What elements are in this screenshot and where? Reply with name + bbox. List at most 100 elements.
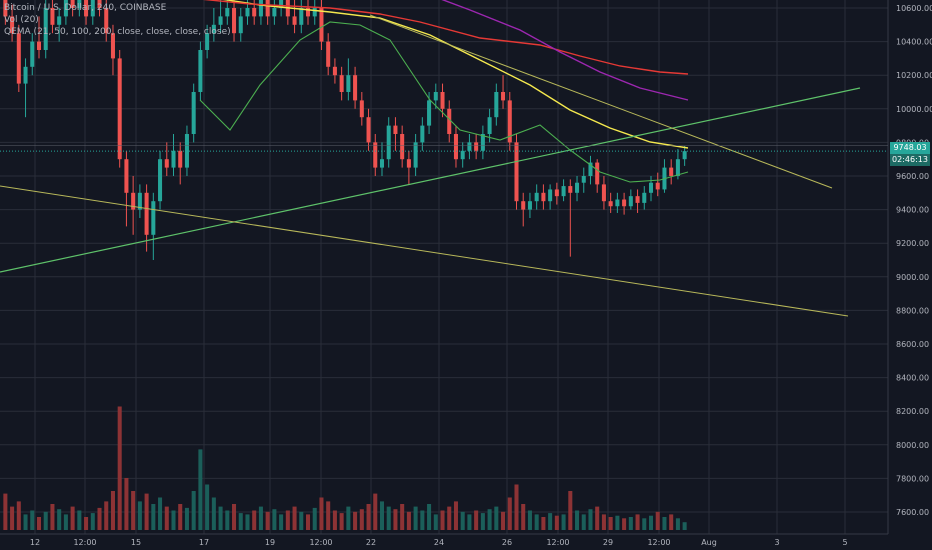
symbol-info[interactable]: Bitcoin / U.S. Dollar, 240, COINBASE — [4, 3, 167, 13]
volume-bar — [211, 497, 216, 530]
time-axis-label: 29 — [603, 538, 613, 547]
candle-body — [144, 192, 149, 235]
volume-bar — [77, 510, 82, 530]
price-axis-label: 8800.00 — [896, 306, 929, 315]
candle-body — [137, 192, 142, 210]
volume-bar — [339, 513, 344, 530]
volume-bar — [238, 513, 243, 530]
qema-indicator-label[interactable]: QEMA (21, 50, 100, 200, close, close, cl… — [4, 27, 231, 37]
volume-bar — [501, 511, 506, 530]
volume-bar — [232, 504, 237, 530]
candle-body — [494, 92, 499, 118]
time-axis-label: 12:00 — [647, 538, 670, 547]
volume-bar — [568, 491, 573, 530]
candle-body — [541, 192, 546, 202]
candle-body — [393, 125, 398, 134]
volume-bar — [420, 510, 425, 530]
candle-body — [406, 159, 411, 168]
candle-body — [131, 192, 136, 210]
candle-body — [386, 125, 391, 160]
candle-body — [440, 92, 445, 109]
candle-body — [77, 0, 82, 8]
candle-body — [171, 150, 176, 168]
volume-indicator-label[interactable]: Vol (20) — [4, 15, 39, 25]
price-axis-label: 10000.00 — [896, 105, 932, 114]
volume-bar — [655, 511, 660, 530]
candle-body — [252, 8, 257, 17]
volume-bar — [312, 507, 317, 530]
candle-body — [90, 0, 95, 17]
candle-body — [211, 24, 216, 34]
candle-body — [467, 142, 472, 151]
candle-body — [453, 134, 458, 160]
volume-bar — [151, 504, 156, 530]
candle-body — [568, 186, 573, 193]
price-axis-label: 8600.00 — [896, 340, 929, 349]
volume-bar — [171, 510, 176, 530]
volume-bar — [252, 510, 257, 530]
price-axis-label: 8200.00 — [896, 407, 929, 416]
candle-body — [581, 176, 586, 183]
volume-bar — [63, 514, 68, 530]
time-axis-label: 12:00 — [546, 538, 569, 547]
volume-bar — [178, 504, 183, 530]
volume-bar — [514, 484, 519, 530]
volume-bar — [534, 514, 539, 530]
candle-body — [413, 142, 418, 168]
trendline-descending-upper — [369, 14, 833, 189]
volume-bar — [669, 514, 674, 530]
candle-body — [675, 159, 680, 176]
candle-body — [622, 199, 627, 207]
volume-bar — [158, 497, 163, 530]
candle-body — [648, 182, 654, 193]
ema-100-line — [441, 0, 689, 101]
volume-bar — [615, 515, 620, 530]
volume-bar — [393, 509, 398, 530]
price-axis-label: 10200.00 — [896, 71, 932, 80]
volume-bar — [265, 511, 270, 530]
price-axis-label: 9600.00 — [896, 172, 929, 181]
volume-bar — [104, 501, 109, 530]
candle-body — [642, 192, 647, 203]
time-axis-label: 12:00 — [309, 538, 332, 547]
volume-bar — [480, 513, 485, 530]
volume-bar — [386, 506, 391, 530]
candle-body — [110, 33, 115, 59]
candle-body — [238, 16, 243, 34]
candle-body — [232, 8, 237, 34]
candle-body — [225, 8, 230, 17]
candle-body — [265, 0, 270, 17]
volume-bar — [575, 510, 580, 530]
candle-body — [353, 75, 358, 101]
candle-body — [379, 159, 385, 168]
candle-body — [279, 0, 284, 8]
candle-body — [16, 33, 21, 84]
time-axis-label: 12 — [30, 538, 40, 547]
candle-body — [487, 117, 492, 134]
volume-bar — [595, 506, 600, 530]
volume-bar — [494, 506, 499, 530]
volume-bar — [366, 504, 371, 530]
candle-body — [554, 189, 559, 197]
candle-body — [527, 201, 532, 210]
candle-body — [124, 159, 129, 193]
volume-bar — [548, 513, 553, 530]
candle-body — [205, 33, 210, 50]
volume-bar — [184, 507, 189, 530]
price-axis-label: 9000.00 — [896, 273, 929, 282]
volume-bar — [319, 497, 324, 530]
candle-body — [635, 196, 640, 203]
volume-bar — [191, 491, 196, 530]
price-axis-label: 10400.00 — [896, 38, 932, 47]
candle-body — [575, 182, 580, 193]
volume-bar — [305, 514, 311, 530]
volume-bar — [346, 506, 351, 530]
volume-bar — [50, 504, 55, 530]
candle-body — [427, 100, 432, 126]
candle-body — [346, 75, 351, 92]
time-axis-label: 19 — [265, 538, 275, 547]
candle-body — [30, 41, 35, 67]
candle-body — [23, 66, 28, 84]
